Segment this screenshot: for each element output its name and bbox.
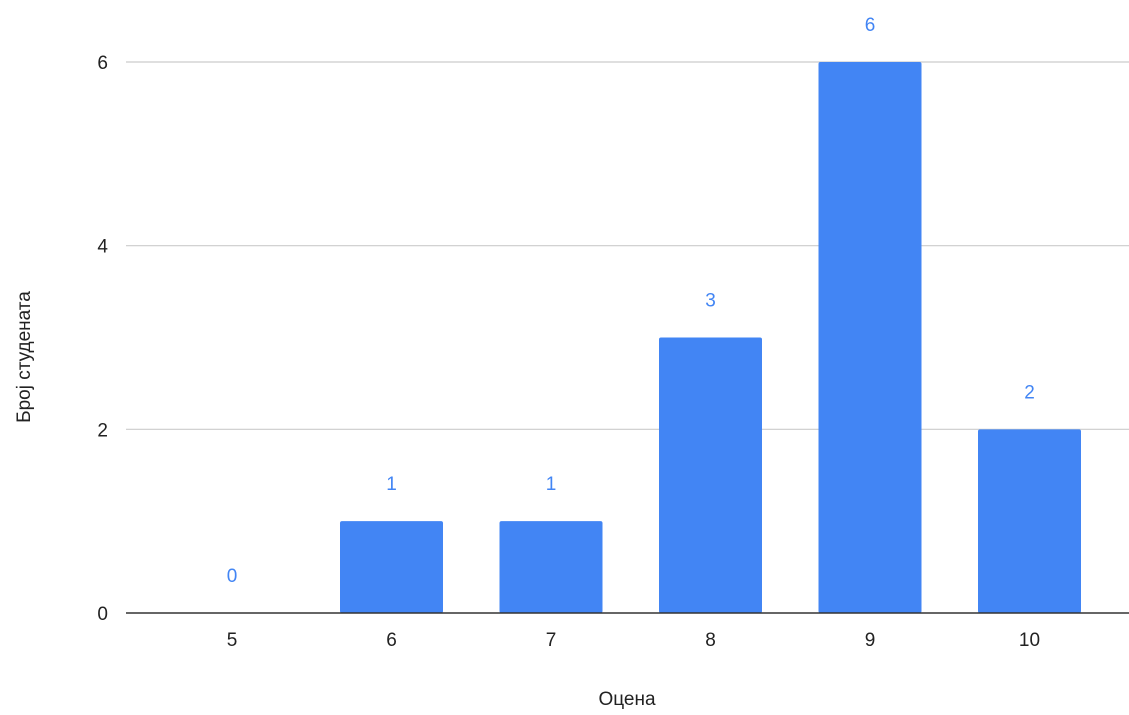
data-label: 6 (865, 15, 876, 36)
x-tick-label: 6 (386, 630, 397, 651)
x-tick-label: 5 (227, 630, 238, 651)
bar (818, 62, 922, 613)
x-tick-labels: 5 6 7 8 9 10 (227, 630, 1040, 651)
bars (340, 62, 1081, 613)
bar (499, 521, 603, 613)
data-label: 2 (1024, 382, 1035, 403)
x-tick-label: 7 (546, 630, 557, 651)
gridlines (126, 61, 1129, 430)
x-tick-label: 10 (1019, 630, 1040, 651)
y-tick-label: 4 (97, 237, 108, 258)
bar (659, 337, 762, 613)
y-tick-label: 2 (97, 420, 108, 441)
y-tick-label: 6 (97, 53, 108, 74)
x-axis-title: Оцена (598, 689, 656, 710)
x-tick-label: 9 (865, 630, 876, 651)
y-axis-title: Број студената (14, 291, 35, 423)
data-label: 3 (705, 291, 716, 312)
data-label: 0 (227, 566, 238, 587)
data-labels: 0 1 1 3 6 2 (227, 15, 1035, 587)
y-tick-label: 0 (97, 604, 108, 625)
x-tick-label: 8 (705, 630, 716, 651)
data-label: 1 (546, 474, 557, 495)
bar (340, 521, 443, 613)
y-tick-labels: 0 2 4 6 (97, 53, 108, 625)
bar (978, 429, 1081, 613)
data-label: 1 (386, 474, 397, 495)
